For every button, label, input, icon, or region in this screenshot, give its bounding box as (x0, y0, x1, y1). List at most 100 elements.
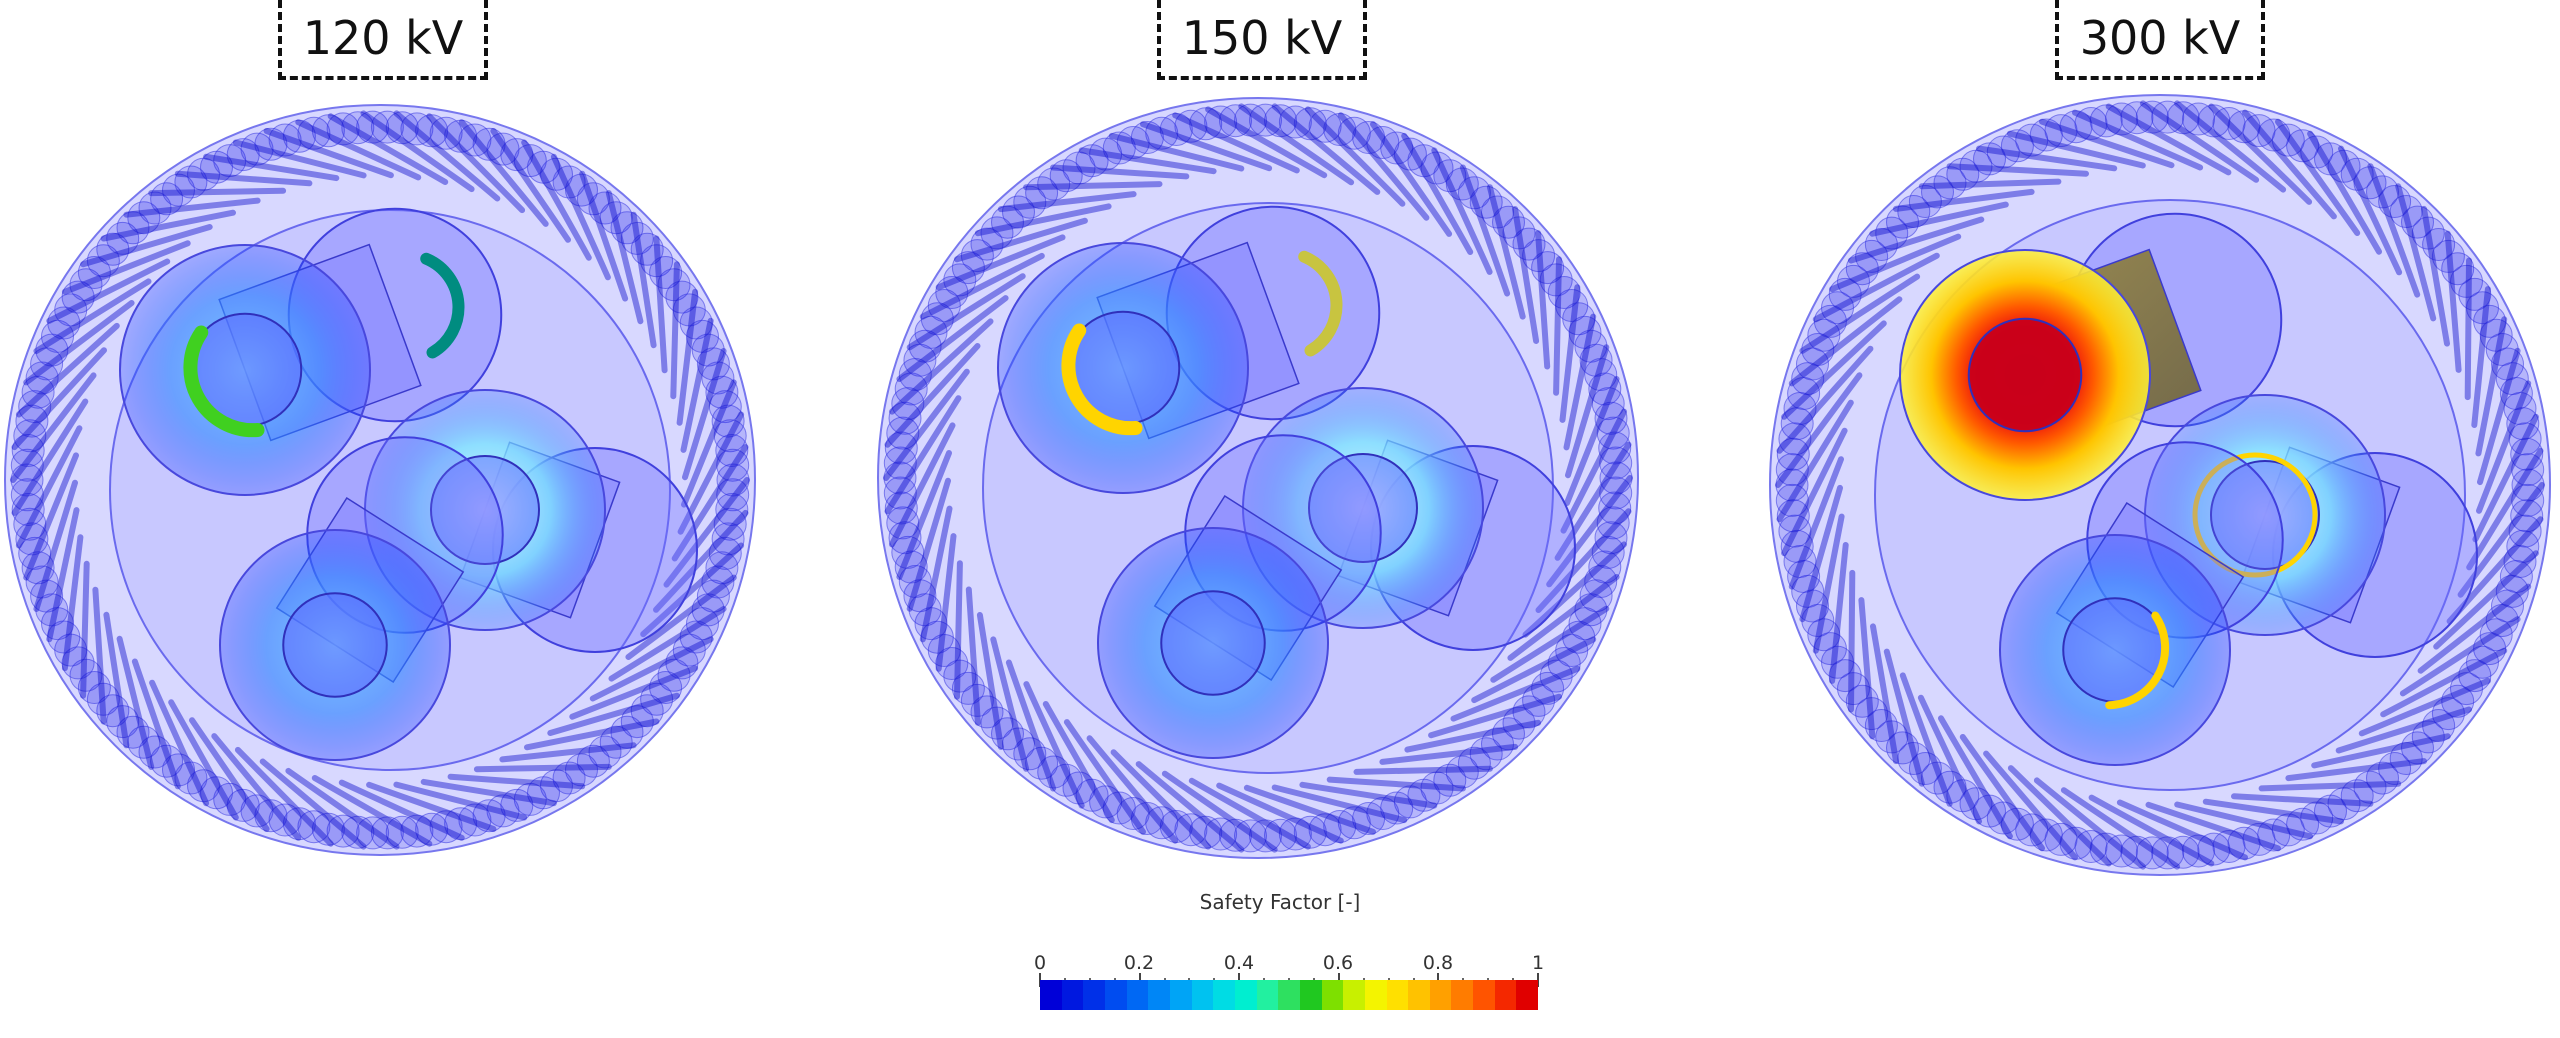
helix-streak (2475, 316, 2508, 457)
legend-color-step (1364, 980, 1387, 1010)
helix-streak (954, 560, 963, 700)
helix-streak (11, 398, 89, 516)
armour-wire (1596, 506, 1630, 540)
armour-wire (2105, 102, 2138, 136)
core-conductor (282, 592, 388, 698)
armour-wire (686, 607, 719, 641)
armour-wire (415, 812, 449, 846)
armour-wire (1492, 717, 1525, 751)
armour-wire (1469, 737, 1503, 771)
armour-wire (951, 671, 985, 705)
armour-wire (1234, 103, 1267, 137)
armour-wire (610, 211, 644, 245)
armour-wire (1293, 815, 1327, 849)
armour-wire (2431, 239, 2465, 273)
armour-wire (2491, 589, 2524, 623)
armour-wire (711, 522, 745, 556)
helix-streak (426, 113, 526, 214)
legend-tick-labels: 0 0.2 0.4 0.6 0.8 1 (1034, 952, 1544, 976)
helix-streak (1781, 427, 1848, 557)
armour-wire (2506, 529, 2540, 563)
armour-wire (2182, 102, 2215, 136)
armour-wire (970, 695, 1004, 729)
armour-wire (599, 725, 633, 759)
armour-wire (1278, 105, 1312, 139)
helix-streak (1110, 749, 1212, 850)
armour-wire (2340, 779, 2374, 813)
armour-wire (884, 431, 918, 465)
armour-wire (980, 706, 1014, 740)
helix-streak (1775, 372, 1863, 488)
armour-wire (1278, 817, 1312, 851)
armour-wire (1445, 755, 1479, 789)
helix-streak (884, 343, 981, 448)
helix-streak (670, 261, 680, 400)
legend-color-step (1104, 980, 1127, 1010)
armour-wire (696, 347, 730, 381)
armour-wire (894, 372, 928, 406)
armour-wire (1219, 818, 1252, 852)
armour-wire (240, 132, 274, 166)
armour-wire (2151, 100, 2185, 134)
helix-streak (935, 533, 957, 672)
helix-streak (1893, 188, 2035, 212)
legend-tick-label: 1 (1531, 952, 1545, 974)
armour-wire (106, 705, 140, 739)
armour-wire (162, 753, 195, 787)
armour-wire (2257, 118, 2291, 152)
helix-streak (2338, 145, 2403, 276)
helix-streak (1829, 542, 1849, 684)
armour-wire (13, 419, 47, 453)
armour-wire (385, 111, 419, 145)
armour-wire (1025, 746, 1059, 780)
armour-wire (951, 251, 985, 285)
helix-streak (2139, 100, 2260, 183)
legend-color-step (1278, 980, 1300, 1010)
armour-wire (1502, 216, 1536, 250)
armour-wire (458, 803, 492, 837)
armour-wire (701, 361, 735, 395)
helix-streak (393, 110, 501, 202)
armour-wire (2511, 483, 2545, 517)
helix-streak (1946, 163, 2089, 177)
armour-wire (576, 744, 610, 778)
helix-streak (1799, 273, 1921, 354)
armour-wire (713, 507, 747, 541)
armour-wire (226, 788, 260, 822)
armour-wire (894, 550, 928, 584)
helix-streak (1869, 201, 2009, 237)
helix-streak (1776, 345, 1874, 454)
armour-wire (1594, 521, 1628, 555)
helix-streak (338, 779, 465, 841)
armour-wire (991, 205, 1024, 239)
armour-wires (10, 110, 750, 850)
armour-wire (883, 446, 917, 480)
armour-wire (2411, 720, 2445, 754)
helix-streak (2311, 733, 2451, 769)
armour-wire (1562, 302, 1596, 336)
armour-wire (599, 201, 633, 235)
helix-streak (1135, 761, 1245, 853)
armour-wire (2458, 659, 2492, 693)
legend-color-step (1343, 980, 1365, 1010)
helix-streak (1299, 781, 1438, 809)
armour-wire (341, 111, 375, 145)
armour-wire (1547, 647, 1581, 680)
armour-wire (2120, 101, 2154, 135)
armour-wire (2366, 175, 2399, 209)
core-insulation (1999, 534, 2231, 766)
legend-color-step (1516, 980, 1539, 1010)
armour-wire (1588, 550, 1622, 584)
armour-wire (2401, 205, 2434, 239)
armour-wire (96, 232, 130, 266)
armour-wire (1512, 227, 1546, 261)
armour-wire (11, 434, 45, 467)
armour-wire (1864, 228, 1898, 261)
armour-wire (1522, 239, 1556, 273)
helix-streak (80, 560, 90, 699)
armour-wire (10, 448, 44, 482)
helix-streak (997, 191, 1137, 213)
armour-wire (370, 110, 404, 144)
armour-wire (1025, 176, 1059, 210)
